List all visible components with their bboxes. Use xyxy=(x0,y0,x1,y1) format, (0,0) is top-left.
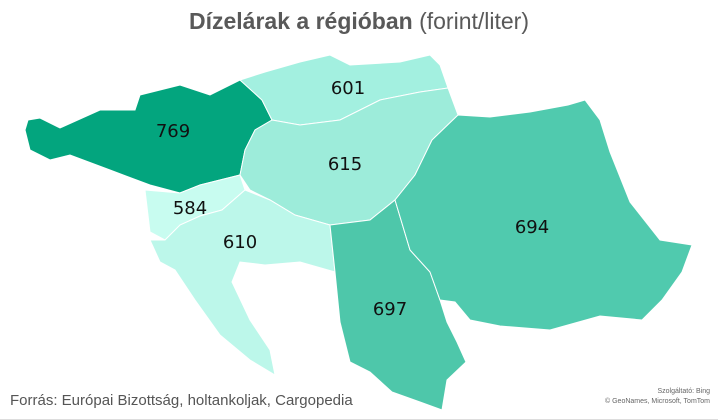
value-label-austria: 769 xyxy=(156,121,190,142)
value-label-slovenia: 584 xyxy=(173,198,207,219)
credit-provider: Szolgáltató: Bing xyxy=(657,388,710,395)
value-label-romania: 694 xyxy=(515,217,549,238)
title-unit: (forint/liter) xyxy=(419,8,529,34)
value-label-slovakia: 601 xyxy=(331,78,365,99)
value-label-serbia: 697 xyxy=(373,299,407,320)
value-label-hungary: 615 xyxy=(328,154,362,175)
title-bold: Dízelárak a régióban xyxy=(189,8,413,34)
region-romania[interactable] xyxy=(394,99,693,331)
region-croatia[interactable] xyxy=(149,189,336,377)
map-credit: Szolgáltató: Bing © GeoNames, Microsoft, … xyxy=(605,387,710,407)
source-note: Forrás: Európai Bizottság, holtankoljak,… xyxy=(10,392,353,409)
value-label-croatia: 610 xyxy=(223,232,257,253)
map-title: Dízelárak a régióban (forint/liter) xyxy=(0,8,718,35)
credit-copyright: © GeoNames, Microsoft, TomTom xyxy=(605,398,710,405)
